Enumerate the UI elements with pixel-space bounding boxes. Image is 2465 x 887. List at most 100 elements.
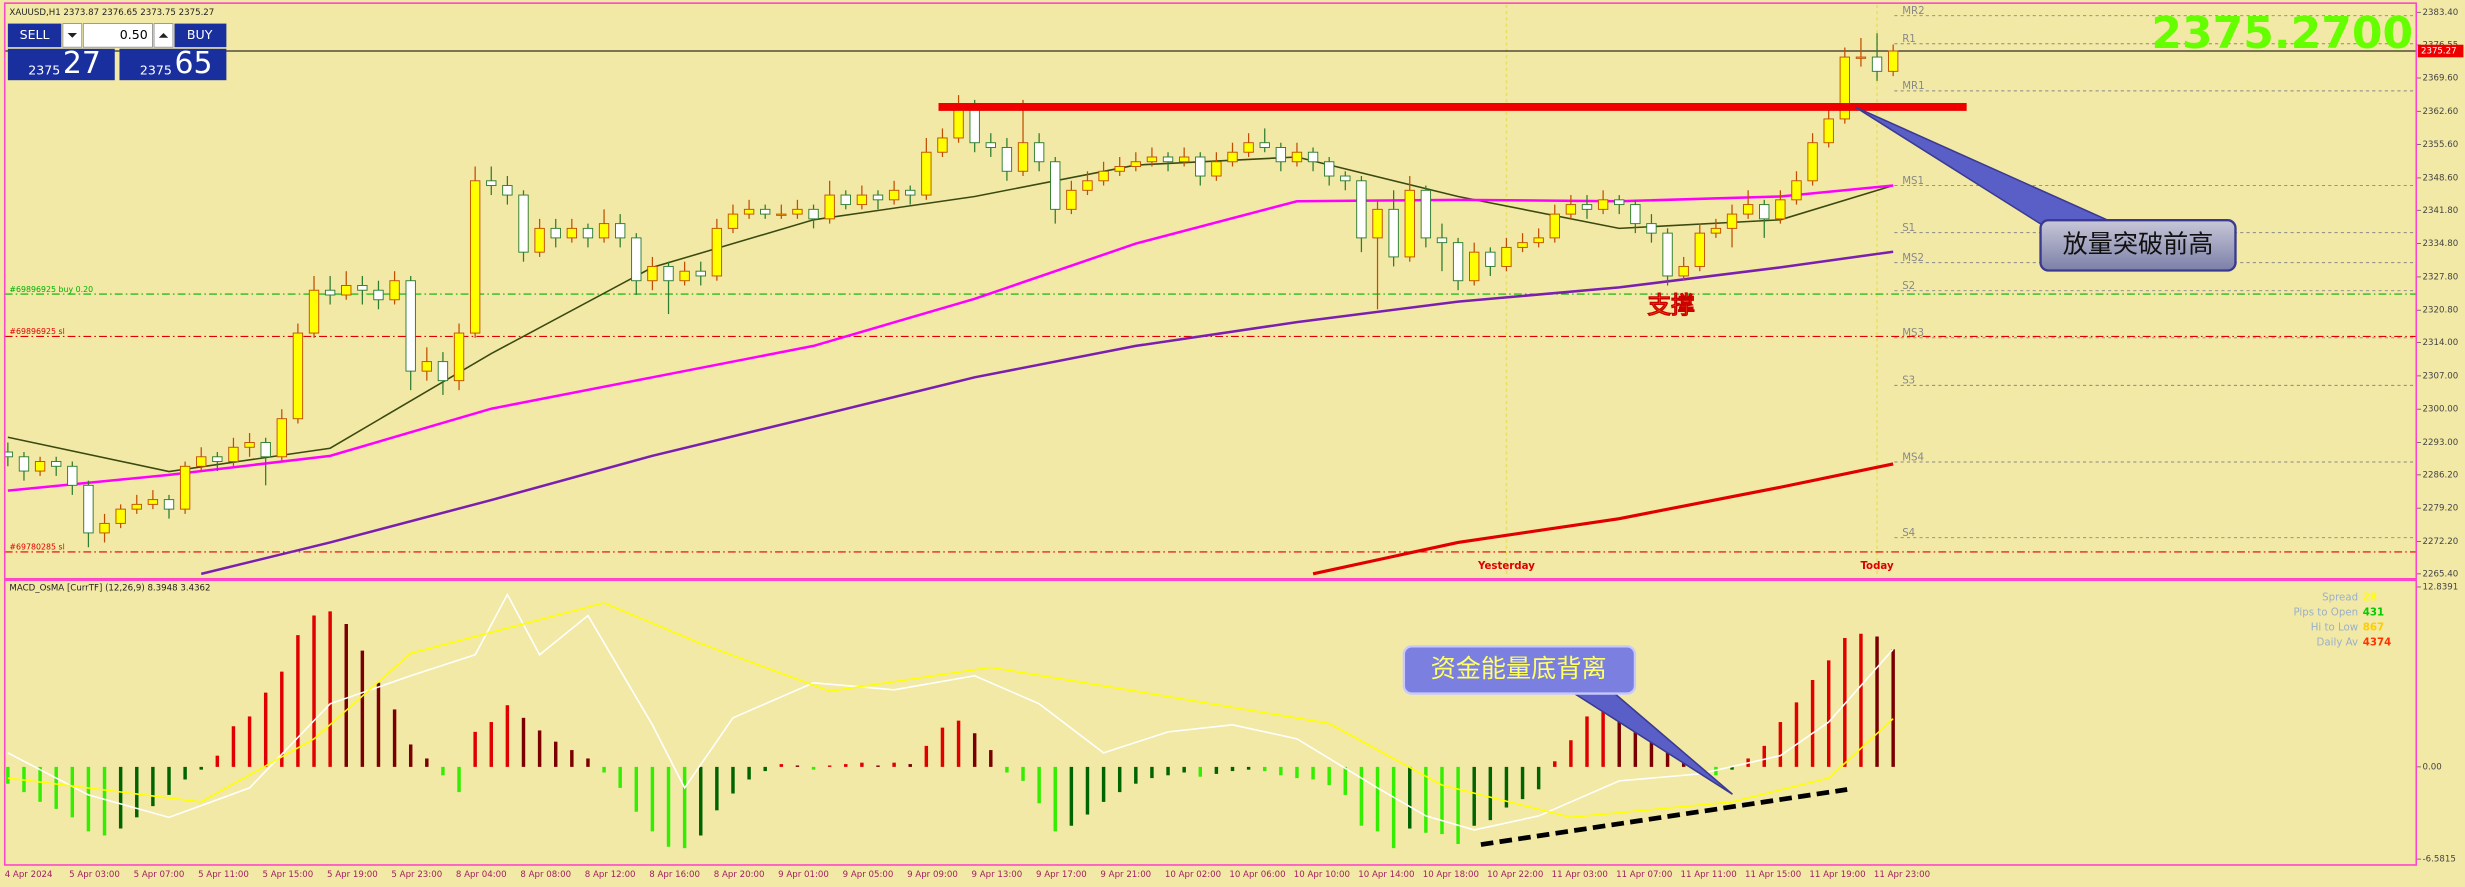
x-tick-label: 9 Apr 09:00 — [907, 870, 958, 880]
sub-plot — [6, 592, 1895, 849]
candle-body — [1275, 147, 1287, 163]
candle-body — [985, 142, 996, 148]
candle-body — [824, 194, 835, 220]
sell-label[interactable]: SELL — [20, 27, 50, 42]
x-tick-label: 10 Apr 02:00 — [1165, 870, 1221, 880]
candle-body — [196, 456, 207, 467]
sell-button[interactable] — [7, 23, 62, 48]
candle-body — [244, 442, 255, 448]
level-label: S1 — [1902, 223, 1915, 234]
annotation: 支撑 — [1648, 291, 1696, 319]
candle-body — [1710, 227, 1722, 234]
x-tick-label: 9 Apr 13:00 — [972, 870, 1023, 880]
level-label: MS2 — [1902, 253, 1924, 264]
y-tick-label: 2272.20 — [2423, 537, 2459, 547]
candle-body — [1307, 151, 1319, 163]
candle-body — [1243, 142, 1254, 153]
buy-price-base: 2375 — [140, 62, 172, 77]
x-tick-label: 9 Apr 21:00 — [1100, 870, 1151, 880]
lot-input[interactable] — [82, 23, 153, 48]
candle-body — [131, 503, 142, 510]
candle-body — [711, 227, 723, 277]
y-tick-label: 0.00 — [2423, 762, 2442, 772]
level-label: S2 — [1902, 281, 1915, 292]
y-tick-label: 2355.60 — [2423, 140, 2459, 150]
candle-body — [1372, 208, 1383, 239]
candle-body — [437, 361, 449, 382]
info-label: Spread — [2322, 593, 2358, 604]
candle-body — [276, 418, 287, 458]
candle-body — [582, 227, 594, 239]
candle-body — [518, 194, 529, 253]
big-price: 2375.2700 — [2151, 8, 2413, 59]
candle-body — [83, 484, 94, 534]
candle-body — [727, 213, 739, 229]
candle-body — [502, 185, 513, 196]
arrow-icon — [67, 33, 78, 38]
sub-frame — [3, 579, 2418, 866]
sell-price-box[interactable] — [7, 48, 115, 81]
buy-button[interactable] — [174, 23, 227, 48]
x-tick-label: 5 Apr 07:00 — [134, 870, 185, 880]
candle-body — [1775, 199, 1786, 220]
candle-body — [953, 108, 964, 139]
candle-body — [67, 465, 78, 486]
x-tick-label: 4 Apr 2024 — [5, 870, 53, 880]
candle-body — [969, 108, 980, 144]
candle-body — [1726, 213, 1738, 229]
candle-body — [260, 442, 271, 458]
buy-price-box[interactable] — [119, 48, 227, 81]
y-tick-label: 2286.20 — [2423, 470, 2459, 480]
candle-body — [292, 332, 304, 420]
info-label: Daily Av — [2317, 637, 2359, 648]
candle-body — [1227, 151, 1238, 163]
candle-body — [1694, 232, 1705, 267]
annotation: 放量突破前高 — [2063, 229, 2214, 258]
trend-line — [1480, 787, 1848, 847]
indicator-title: MACD_OsMA [CurrTF] (12,26,9) 8.3948 3.43… — [9, 584, 210, 594]
candle-body — [647, 265, 658, 282]
candle-body — [1356, 180, 1367, 239]
candle-body — [163, 499, 175, 510]
candle-body — [614, 223, 626, 239]
candle-body — [598, 223, 610, 239]
y-tick-label: 2327.80 — [2423, 272, 2459, 282]
x-tick-label: 11 Apr 15:00 — [1745, 870, 1801, 880]
candle-body — [1033, 142, 1045, 163]
x-tick-label: 8 Apr 16:00 — [649, 870, 700, 880]
candle-body — [405, 280, 416, 372]
chart-title: XAUUSD,H1 2373.87 2376.65 2373.75 2375.2… — [9, 8, 214, 18]
candle-body — [631, 237, 642, 282]
candle-body — [1871, 56, 1883, 72]
candle-body — [1259, 142, 1270, 148]
candle-body — [469, 180, 481, 334]
level-label: MR2 — [1902, 6, 1924, 17]
moving-average — [7, 156, 1894, 473]
moving-average — [200, 250, 1894, 576]
candle-body — [115, 508, 126, 524]
candle-body — [534, 227, 545, 253]
candle-body — [421, 361, 433, 372]
candle-body — [1533, 237, 1544, 244]
candle-body — [1130, 161, 1142, 167]
sell-price-base: 2375 — [28, 62, 60, 77]
x-tick-label: 11 Apr 11:00 — [1681, 870, 1737, 880]
candle-body — [937, 137, 948, 153]
candle-body — [695, 270, 706, 277]
y-tick-label: 2265.40 — [2423, 569, 2459, 579]
x-tick-label: 10 Apr 06:00 — [1229, 870, 1285, 880]
level-label: MS3 — [1902, 328, 1924, 339]
candle-body — [550, 227, 561, 239]
moving-average — [1312, 462, 1894, 576]
candle-body — [1291, 151, 1303, 163]
candle-body — [1452, 242, 1464, 282]
buy-label[interactable]: BUY — [187, 27, 213, 42]
y-tick-label: 2314.00 — [2423, 338, 2459, 348]
candle-body — [1114, 166, 1125, 172]
info-value: 28 — [2363, 593, 2377, 604]
x-tick-label: 8 Apr 08:00 — [520, 870, 571, 880]
lot-value[interactable]: 0.50 — [120, 27, 148, 42]
candle-body — [1646, 223, 1657, 234]
level-label: MS1 — [1902, 176, 1924, 187]
x-tick-label: 11 Apr 19:00 — [1809, 870, 1865, 880]
